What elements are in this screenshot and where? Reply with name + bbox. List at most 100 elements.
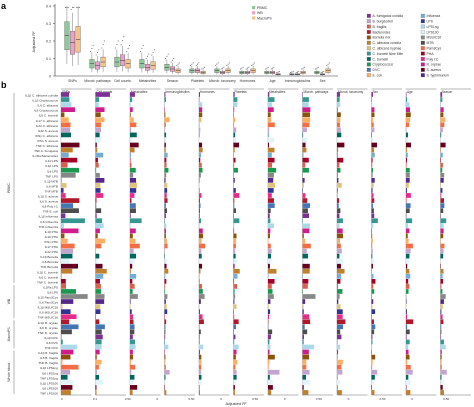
x-category-label: Microb. taxonomy	[209, 79, 236, 83]
bar	[268, 183, 276, 188]
bar	[95, 258, 98, 264]
bar	[95, 390, 97, 395]
bar	[371, 203, 373, 208]
legend-swatch	[252, 6, 256, 10]
bar	[164, 132, 167, 138]
bar	[233, 359, 238, 365]
bar	[406, 162, 407, 168]
outlier-point	[276, 71, 278, 74]
color-legend-label: Borrelia mix	[373, 36, 391, 40]
outlier-point	[316, 67, 318, 69]
bar	[199, 203, 201, 208]
row-label: IL6 DVC	[46, 341, 58, 345]
color-legend-swatch	[366, 73, 371, 78]
outlier-point	[216, 63, 218, 65]
x-category-label: Sex	[320, 79, 326, 83]
bar	[406, 314, 408, 320]
bar	[233, 142, 239, 148]
bar	[371, 233, 373, 239]
bar	[371, 294, 373, 299]
bar	[164, 294, 168, 299]
bar	[95, 162, 99, 168]
bar	[233, 279, 235, 284]
bar	[440, 294, 446, 299]
bar	[371, 223, 374, 229]
bar	[371, 329, 375, 335]
bar	[302, 329, 308, 335]
color-legend-label: Influenza	[427, 14, 441, 18]
outlier-point	[228, 62, 230, 64]
bar	[164, 258, 168, 264]
bar	[268, 344, 271, 350]
x-category-label: Microb. pathways	[84, 79, 111, 83]
row-label: TNF DVC	[45, 346, 59, 350]
bar	[337, 102, 341, 107]
outlier-point	[277, 71, 279, 73]
color-legend-label: MSU/C16	[427, 36, 442, 40]
bar	[337, 364, 342, 370]
bar	[268, 349, 270, 355]
bar	[199, 314, 203, 320]
bar	[371, 162, 373, 168]
bar	[164, 157, 167, 163]
bar	[371, 238, 373, 244]
legend-label: MacroPS	[257, 16, 272, 20]
color-legend-swatch	[420, 35, 425, 40]
bar	[440, 364, 442, 370]
bar	[406, 142, 412, 148]
bar	[268, 258, 272, 264]
bar	[130, 203, 136, 208]
bar	[302, 112, 310, 118]
bar	[95, 213, 97, 219]
column-header: Season	[442, 90, 453, 94]
bar	[371, 137, 373, 143]
bar	[337, 117, 341, 123]
bar	[371, 92, 373, 97]
bar	[199, 117, 202, 123]
bar	[440, 273, 443, 279]
bar	[130, 334, 133, 340]
bar	[164, 369, 170, 375]
bar	[268, 223, 274, 229]
bar	[95, 304, 101, 309]
bar	[233, 193, 240, 198]
bar	[199, 208, 200, 213]
color-legend-swatch	[420, 57, 425, 61]
bar	[406, 289, 409, 294]
row-label: IL1β Cryptococcus	[32, 99, 58, 103]
bar	[440, 374, 442, 380]
bar	[440, 344, 446, 350]
bar	[233, 157, 236, 163]
bar	[440, 334, 442, 340]
bar	[337, 122, 341, 128]
bar	[233, 132, 236, 138]
bar	[337, 329, 341, 335]
row-label: TNF Borrelia	[40, 265, 58, 269]
bar	[302, 344, 315, 350]
bar	[61, 122, 71, 128]
row-label: IL1β MSU/C16	[38, 306, 59, 310]
bar	[371, 374, 375, 380]
outlier-point	[192, 62, 194, 64]
bar	[337, 167, 341, 173]
bar	[61, 349, 74, 355]
bar	[302, 223, 310, 229]
bar	[302, 157, 309, 163]
bar	[337, 228, 343, 234]
color-legend-swatch	[366, 40, 371, 45]
bar	[406, 309, 407, 314]
bar	[164, 112, 166, 118]
color-legend-label: MTB	[427, 41, 435, 45]
bar	[130, 349, 133, 355]
outlier-point	[95, 54, 97, 56]
color-legend-label: S. typhimurium	[427, 74, 450, 78]
bar	[164, 92, 166, 97]
bar	[233, 122, 235, 128]
bar	[164, 344, 169, 350]
row-label: TNF B. fragilis	[38, 361, 58, 365]
color-legend-swatch	[420, 73, 425, 78]
bar	[268, 112, 271, 118]
bar	[199, 107, 203, 112]
bar	[199, 364, 202, 370]
color-legend-swatch	[420, 46, 425, 51]
